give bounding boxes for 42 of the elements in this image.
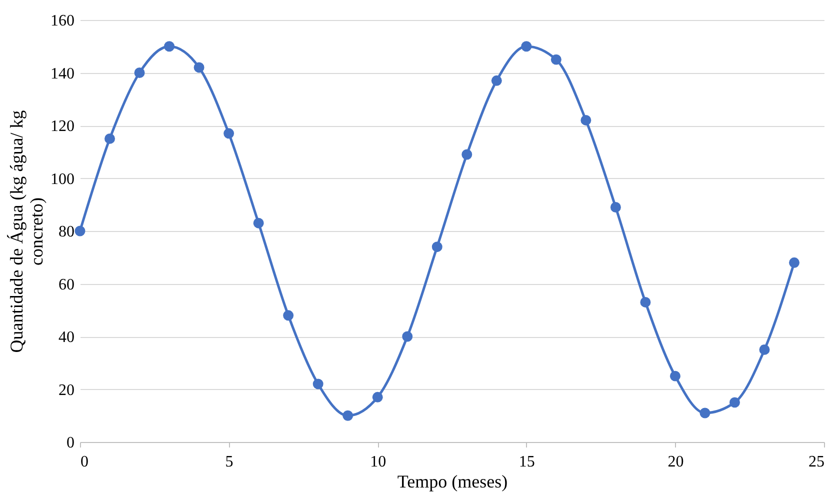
point <box>342 410 354 421</box>
y-tick-label: 20 <box>58 382 74 399</box>
y-tick-label: 0 <box>66 434 74 452</box>
point <box>224 128 234 139</box>
x-tick-label: 25 <box>808 454 824 470</box>
point <box>759 344 770 355</box>
point <box>74 226 86 236</box>
point <box>788 257 800 268</box>
y-tick-label: 120 <box>50 118 74 135</box>
point <box>521 41 532 52</box>
point <box>491 75 502 86</box>
point <box>729 397 740 408</box>
x-tick-label: 10 <box>370 454 386 470</box>
x-tick-label: 20 <box>668 454 684 470</box>
point <box>462 149 472 160</box>
point <box>402 331 413 342</box>
x-axis-title: Tempo (meses) <box>397 472 508 492</box>
point <box>134 68 145 78</box>
point <box>432 242 442 252</box>
point <box>700 408 710 418</box>
point <box>610 202 621 212</box>
point <box>253 218 264 228</box>
y-tick-label: 40 <box>58 329 74 346</box>
point <box>283 310 294 321</box>
point <box>164 41 175 52</box>
point <box>550 54 562 65</box>
x-tick-label: 15 <box>518 454 535 470</box>
y-tick-label: 160 <box>50 12 74 30</box>
point <box>580 114 592 126</box>
x-tick-label: 5 <box>225 454 234 470</box>
y-tick-label: 60 <box>58 276 74 294</box>
point <box>104 133 116 144</box>
y-tick-label: 80 <box>58 224 74 240</box>
x-tick-label: 0 <box>80 454 88 470</box>
y-axis-title: Quantidade de Água (kg água/ kg concreto) <box>6 110 46 353</box>
y-tick-label: 100 <box>50 170 74 188</box>
point <box>194 62 204 73</box>
y-tick-label: 140 <box>50 65 74 82</box>
point <box>670 370 680 382</box>
point <box>312 378 324 390</box>
point <box>372 392 383 402</box>
point <box>640 296 651 308</box>
